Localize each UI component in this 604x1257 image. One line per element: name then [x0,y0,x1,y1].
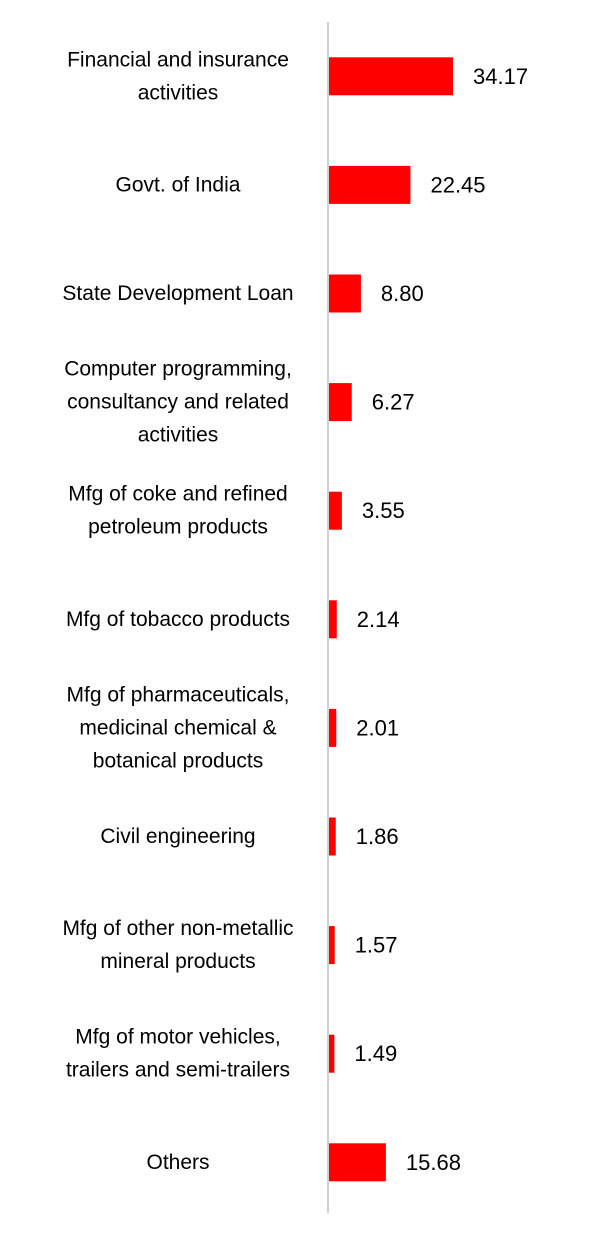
category-label: Mfg of coke and refined petroleum product… [68,483,287,539]
bar [329,165,411,204]
value-label: 2.14 [357,607,400,632]
value-label: 8.80 [381,281,424,306]
bar [329,1034,335,1073]
bar [329,383,352,422]
value-label: 1.49 [354,1041,397,1066]
value-labels-group: 34.17 22.45 8.80 6.27 3.55 2.14 2.01 1.86 1.57 1.… [354,64,528,1175]
category-label: Mfg of motor vehicles, trailers and semi-… [66,1026,290,1082]
category-label: Mfg of other non-metallic mineral product… [62,917,293,973]
category-labels-group: Financial and insurance activities Govt. o… [62,48,293,1174]
bar [329,600,337,639]
value-label: 34.17 [473,64,528,89]
category-label: State Development Loan [62,282,293,305]
value-label: 2.01 [356,715,399,740]
bar [329,57,453,96]
bar [329,926,335,965]
value-label: 1.86 [356,824,399,849]
category-label: Financial and insurance activities [67,48,289,104]
bar [329,491,342,530]
value-label: 15.68 [406,1150,461,1175]
bars-group [329,57,453,1182]
category-label: Govt. of India [116,173,241,196]
category-label: Civil engineering [100,825,255,848]
bar [329,274,361,313]
value-label: 1.57 [355,933,398,958]
value-label: 22.45 [430,172,485,197]
category-label: Others [146,1151,209,1174]
bar [329,1143,386,1182]
bar [329,708,337,747]
category-label: Mfg of pharmaceuticals, medicinal chemica… [67,683,290,772]
value-label: 3.55 [362,498,405,523]
category-label: Computer programming, consultancy and rel… [64,358,292,447]
value-label: 6.27 [372,390,415,415]
category-label: Mfg of tobacco products [66,608,290,631]
bar [329,817,336,856]
